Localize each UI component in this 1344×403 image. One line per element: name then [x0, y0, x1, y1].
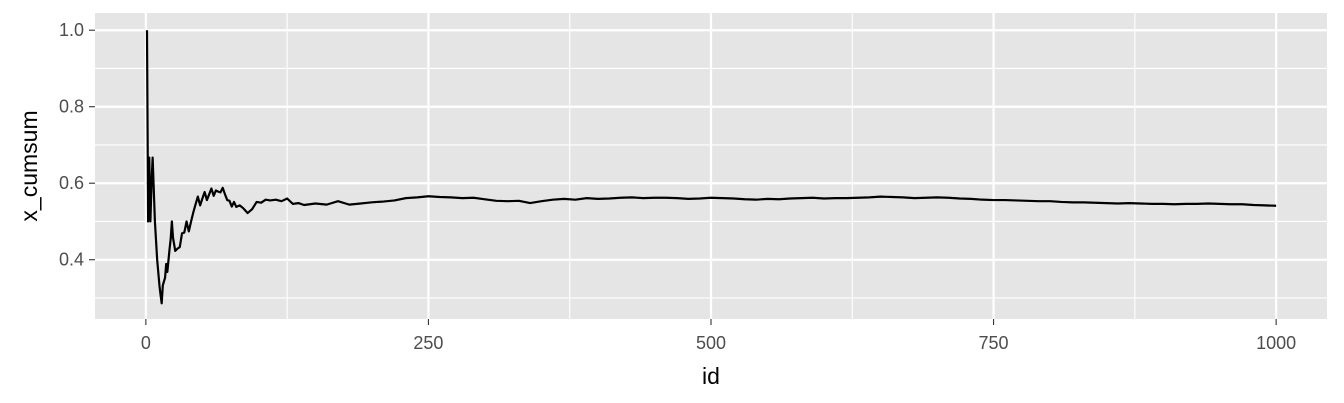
x-tick-label: 250: [413, 333, 443, 353]
y-axis-title: x_cumsum: [16, 110, 42, 221]
x-tick-label: 500: [696, 333, 726, 353]
y-tick-label: 1.0: [59, 20, 84, 40]
x-axis: 0 250 500 750 1000: [141, 319, 1296, 353]
x-tick-label: 0: [141, 333, 151, 353]
y-axis: 0.4 0.6 0.8 1.0: [59, 20, 95, 270]
y-tick-label: 0.8: [59, 97, 84, 117]
y-tick-label: 0.6: [59, 173, 84, 193]
x-tick-label: 750: [979, 333, 1009, 353]
x-tick-label: 1000: [1256, 333, 1296, 353]
x-axis-title: id: [702, 363, 720, 389]
series-line: [145, 30, 1277, 305]
y-tick-label: 0.4: [59, 250, 84, 270]
major-gridlines: [95, 13, 1327, 319]
